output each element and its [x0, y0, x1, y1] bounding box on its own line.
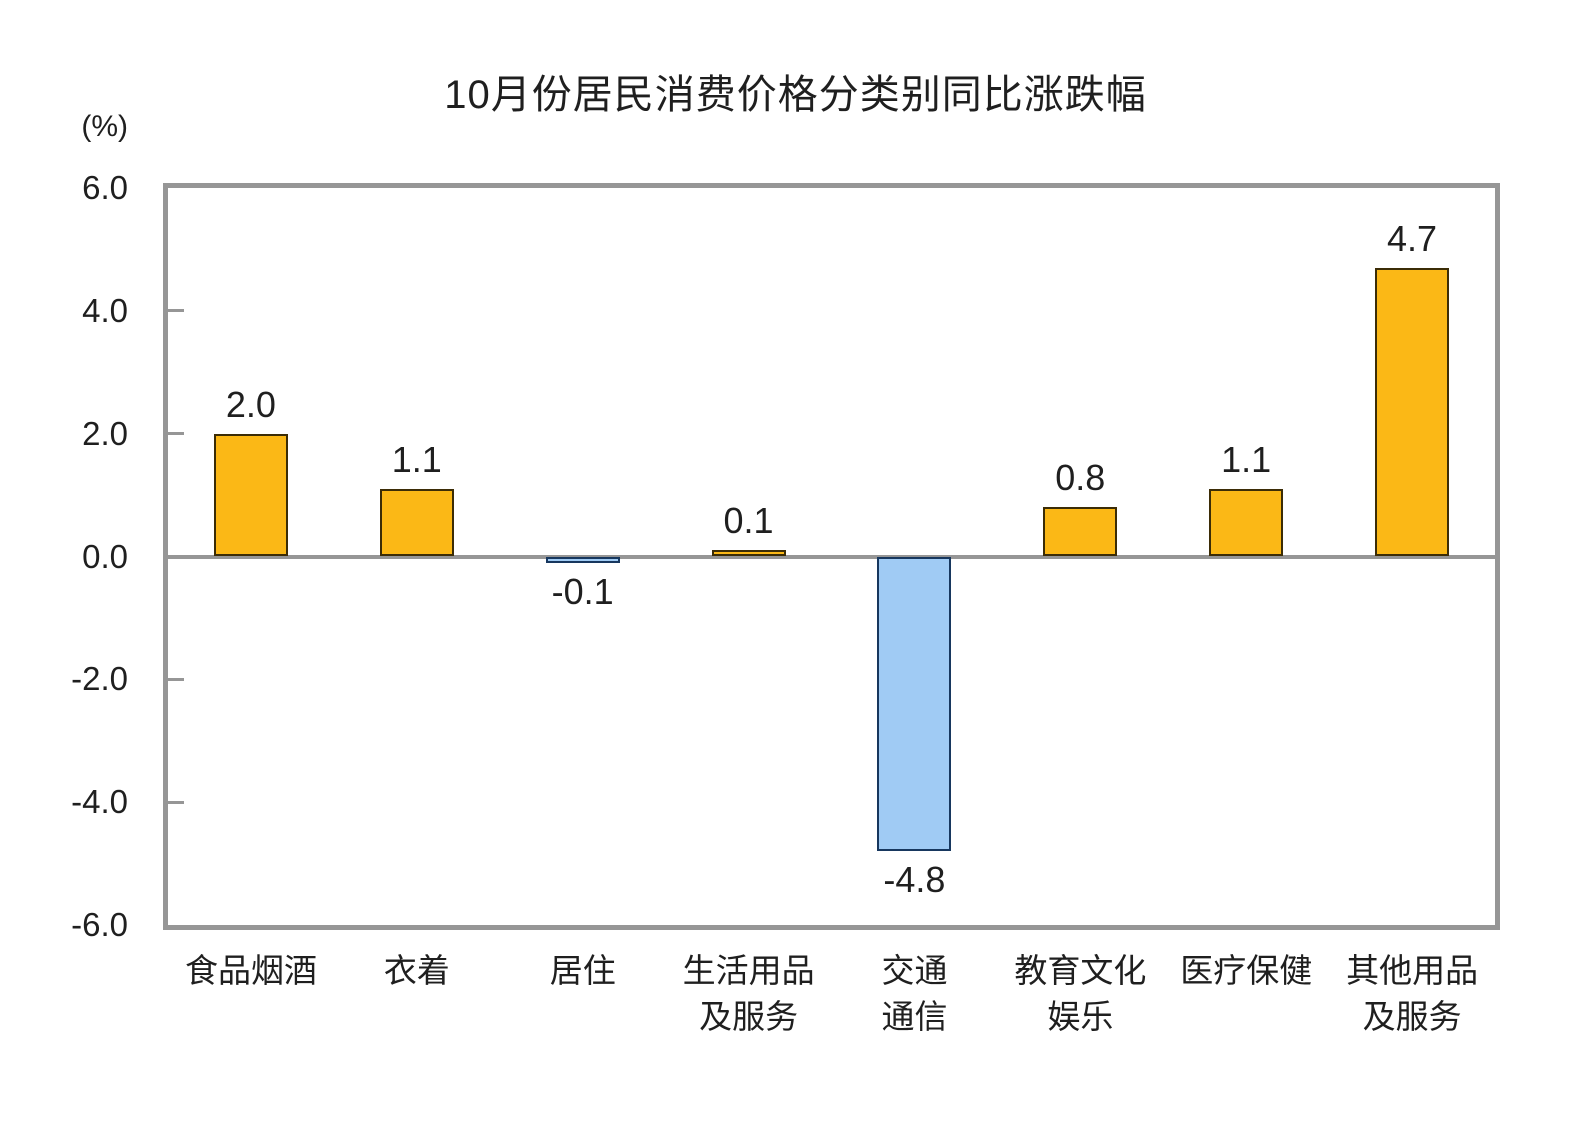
y-axis-tick-label: 6.0	[82, 169, 128, 206]
x-axis-label-食品烟酒: 食品烟酒	[184, 952, 317, 989]
x-axis-label-生活用品及服务: 生活用品 及服务	[682, 952, 815, 1035]
bar-value-label: 1.1	[391, 438, 442, 480]
bar-value-label: 4.7	[1387, 217, 1438, 259]
bar-value-label: 0.8	[1055, 457, 1106, 499]
bar-衣着	[379, 488, 454, 557]
bar-生活用品及服务	[711, 550, 786, 557]
x-axis-label-教育文化娱乐: 教育文化 娱乐	[1014, 952, 1147, 1035]
y-axis-unit-label: (%)	[81, 110, 128, 143]
y-axis-tick-label: 2.0	[82, 414, 128, 452]
chart-title: 10月份居民消费价格分类别同比涨跌幅	[444, 73, 1147, 117]
y-axis-tick-label: -6.0	[71, 906, 128, 943]
bar-value-label: 1.1	[1221, 438, 1272, 480]
zero-axis-line	[168, 554, 1495, 559]
x-axis-label-交通通信: 交通 通信	[881, 952, 948, 1035]
y-axis-tick-mark	[168, 800, 184, 804]
bar-其他用品及服务	[1375, 267, 1450, 557]
y-axis-tick-label: -2.0	[71, 660, 128, 698]
bar-value-label: -0.1	[551, 570, 614, 612]
bar-value-label: 0.1	[723, 500, 774, 542]
x-axis-label-医疗保健: 医疗保健	[1180, 952, 1313, 989]
bar-教育文化娱乐	[1043, 507, 1118, 557]
x-axis-label-衣着: 衣着	[383, 952, 450, 989]
y-axis-tick-mark	[168, 309, 184, 313]
y-axis-tick-mark	[168, 432, 184, 436]
bar-医疗保健	[1209, 488, 1284, 557]
plot-area: 2.0 1.1 -0.1 0.1 -4.8 0.8 1.1 4.7	[163, 183, 1500, 930]
x-axis-label-居住: 居住	[549, 952, 616, 989]
y-axis-tick-label: 0.0	[82, 537, 128, 575]
y-axis-tick-label: -4.0	[71, 783, 128, 821]
bar-value-label: 2.0	[225, 383, 276, 425]
bar-居住	[545, 556, 620, 563]
bar-value-label: -4.8	[883, 859, 946, 901]
y-axis-tick-label: 4.0	[82, 291, 128, 329]
y-axis-tick-mark	[168, 677, 184, 681]
bar-食品烟酒	[213, 433, 288, 557]
x-axis-label-其他用品及服务: 其他用品 及服务	[1346, 952, 1479, 1035]
bar-交通通信	[877, 556, 952, 852]
